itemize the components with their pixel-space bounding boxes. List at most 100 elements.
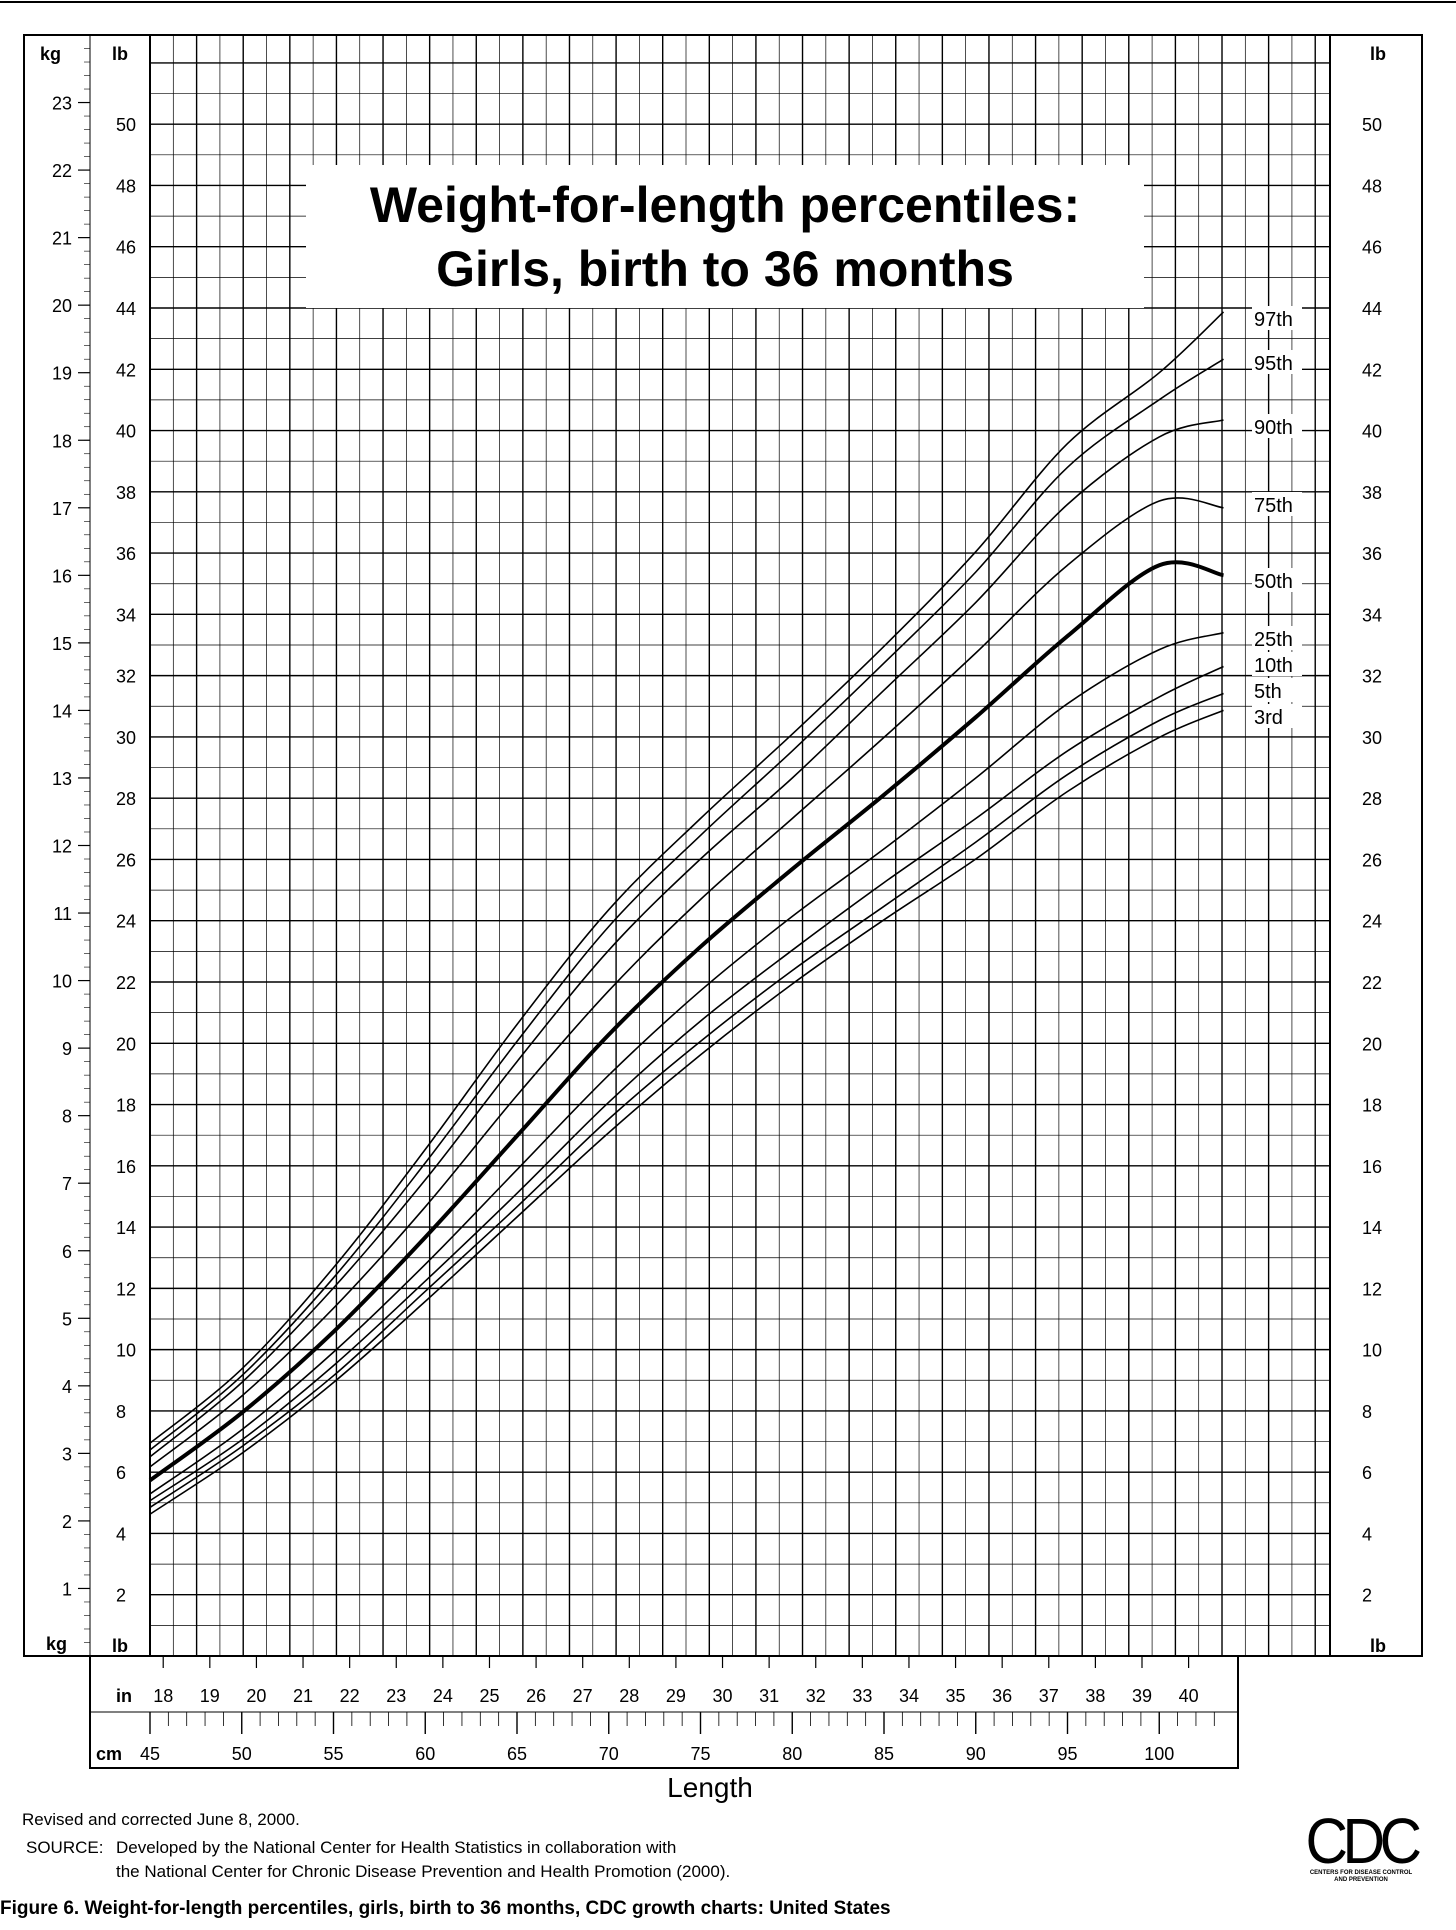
kg-tick-label: 2 — [62, 1512, 72, 1532]
lb-tick-label-left: 6 — [116, 1463, 126, 1483]
lb-tick-label-right: 50 — [1362, 115, 1382, 135]
lb-unit-top-left: lb — [112, 44, 128, 64]
lb-tick-label-left: 26 — [116, 850, 136, 870]
curve-90th — [149, 419, 1224, 1458]
lb-tick-label-right: 16 — [1362, 1157, 1382, 1177]
kg-tick-label: 1 — [62, 1579, 72, 1599]
chart-subtitle: Girls, birth to 36 months — [436, 241, 1014, 297]
in-tick-label: 23 — [386, 1686, 406, 1706]
cm-tick-label: 95 — [1057, 1744, 1077, 1764]
label-25th: 25th — [1254, 629, 1293, 651]
cm-tick-label: 70 — [599, 1744, 619, 1764]
lb-tick-label-right: 14 — [1362, 1218, 1382, 1238]
lb-tick-label-right: 34 — [1362, 605, 1382, 625]
curve-25th — [149, 631, 1224, 1495]
kg-tick-label: 13 — [52, 769, 72, 789]
cdc-logo: CDC CENTERS FOR DISEASE CONTROL AND PREV… — [1300, 1809, 1422, 1884]
kg-tick-label: 19 — [52, 364, 72, 384]
label-90th: 90th — [1254, 417, 1293, 439]
label-5th: 5th — [1254, 681, 1282, 703]
in-tick-label: 31 — [759, 1686, 779, 1706]
cm-tick-label: 75 — [690, 1744, 710, 1764]
lb-tick-label-right: 8 — [1362, 1402, 1372, 1422]
kg-tick-label: 21 — [52, 229, 72, 249]
lb-tick-label-left: 10 — [116, 1341, 136, 1361]
lb-tick-label-left: 16 — [116, 1157, 136, 1177]
label-bg-3rd — [1252, 704, 1302, 728]
lb-tick-label-left: 2 — [116, 1586, 126, 1606]
in-tick-label: 40 — [1179, 1686, 1199, 1706]
source-label: SOURCE: — [26, 1838, 104, 1857]
cm-tick-label: 55 — [323, 1744, 343, 1764]
in-tick-label: 25 — [479, 1686, 499, 1706]
cm-tick-label: 100 — [1144, 1744, 1174, 1764]
curve-97th — [149, 311, 1225, 1444]
lb-unit-bottom-left: lb — [112, 1636, 128, 1656]
label-bg-75th — [1252, 492, 1302, 516]
lb-tick-label-left: 50 — [116, 115, 136, 135]
figure-caption: Figure 6. Weight-for-length percentiles,… — [0, 1898, 891, 1919]
lb-tick-label-left: 44 — [116, 299, 136, 319]
lb-tick-label-left: 28 — [116, 789, 136, 809]
curve-3rd — [149, 709, 1224, 1515]
cm-tick-label: 85 — [874, 1744, 894, 1764]
lb-tick-label-right: 6 — [1362, 1463, 1372, 1483]
lb-tick-label-right: 18 — [1362, 1096, 1382, 1116]
lb-tick-label-left: 34 — [116, 605, 136, 625]
lb-tick-label-right: 30 — [1362, 728, 1382, 748]
lb-tick-label-right: 12 — [1362, 1279, 1382, 1299]
in-tick-label: 30 — [713, 1686, 733, 1706]
lb-tick-label-right: 4 — [1362, 1524, 1372, 1544]
lb-tick-label-right: 48 — [1362, 176, 1382, 196]
source-line-1: Developed by the National Center for Hea… — [116, 1838, 677, 1857]
kg-tick-label: 17 — [52, 499, 72, 519]
lb-tick-label-left: 8 — [116, 1402, 126, 1422]
lb-tick-label-right: 28 — [1362, 789, 1382, 809]
kg-tick-label: 14 — [52, 701, 72, 721]
in-tick-label: 32 — [806, 1686, 826, 1706]
label-3rd: 3rd — [1254, 707, 1283, 729]
lb-tick-label-left: 12 — [116, 1279, 136, 1299]
kg-tick-label: 3 — [62, 1444, 72, 1464]
kg-tick-label: 5 — [62, 1309, 72, 1329]
in-tick-label: 22 — [340, 1686, 360, 1706]
in-tick-label: 37 — [1039, 1686, 1059, 1706]
kg-tick-label: 18 — [52, 431, 72, 451]
lb-tick-label-left: 24 — [116, 912, 136, 932]
lb-tick-label-right: 22 — [1362, 973, 1382, 993]
label-bg-95th — [1252, 350, 1302, 374]
kg-tick-label: 6 — [62, 1242, 72, 1262]
label-10th: 10th — [1254, 655, 1293, 677]
cm-tick-label: 80 — [782, 1744, 802, 1764]
cm-tick-label: 65 — [507, 1744, 527, 1764]
lb-tick-label-left: 22 — [116, 973, 136, 993]
lb-unit-bottom-right: lb — [1370, 1636, 1386, 1656]
label-bg-97th — [1252, 306, 1302, 330]
kg-tick-label: 22 — [52, 161, 72, 181]
lb-tick-label-right: 2 — [1362, 1586, 1372, 1606]
label-97th: 97th — [1254, 309, 1293, 331]
lb-tick-label-left: 42 — [116, 360, 136, 380]
curve-10th — [149, 665, 1224, 1502]
kg-tick-label: 7 — [62, 1174, 72, 1194]
kg-tick-label: 11 — [53, 904, 72, 924]
lb-tick-label-right: 36 — [1362, 544, 1382, 564]
label-bg-25th — [1252, 626, 1302, 650]
lb-tick-label-right: 38 — [1362, 483, 1382, 503]
kg-unit-bottom: kg — [46, 1634, 67, 1654]
kg-tick-label: 15 — [52, 634, 72, 654]
in-tick-label: 35 — [946, 1686, 966, 1706]
cm-tick-label: 45 — [140, 1744, 160, 1764]
kg-tick-label: 20 — [52, 296, 72, 316]
in-tick-label: 28 — [619, 1686, 639, 1706]
in-tick-label: 18 — [153, 1686, 173, 1706]
kg-tick-label: 16 — [52, 566, 72, 586]
lb-tick-label-right: 46 — [1362, 238, 1382, 258]
lb-tick-label-right: 10 — [1362, 1341, 1382, 1361]
in-tick-label: 24 — [433, 1686, 453, 1706]
kg-tick-label: 10 — [52, 972, 72, 992]
label-75th: 75th — [1254, 495, 1293, 517]
x-axis-label: Length — [667, 1772, 753, 1803]
in-tick-label: 19 — [200, 1686, 220, 1706]
kg-tick-label: 23 — [52, 94, 72, 114]
